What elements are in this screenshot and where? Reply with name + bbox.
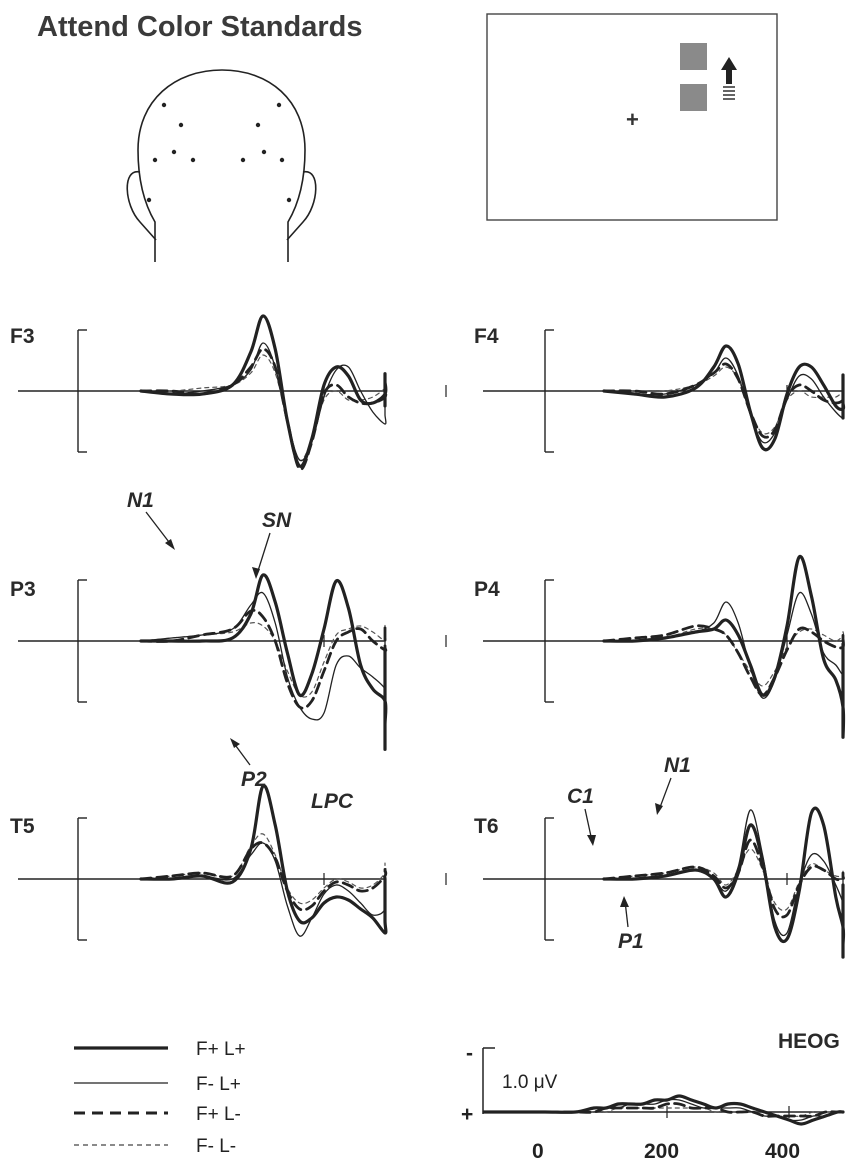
channel-label-p3: P3 — [10, 578, 36, 601]
waveform-p3-0 — [139, 573, 388, 751]
annotation-arrow — [256, 532, 271, 575]
annotation-arrow — [658, 777, 672, 811]
calibration: - + 1.0 μV HEOG — [461, 1030, 840, 1126]
annotation-c1: C1 — [567, 785, 594, 808]
channel-label-f4: F4 — [474, 325, 499, 348]
stimulus-display: + — [486, 13, 778, 221]
upward-arrow-icon — [721, 57, 737, 100]
x-axis-ticks: 0 200 400 — [532, 1140, 800, 1161]
calibration-label: 1.0 μV — [502, 1072, 558, 1093]
waveform-t5-2 — [139, 841, 388, 912]
waveform-p4-2 — [602, 624, 845, 697]
annotation-sn: SN — [262, 509, 292, 532]
annotation-p2: P2 — [241, 768, 267, 791]
waveform-t6-0 — [602, 806, 846, 959]
x-tick-label: 200 — [644, 1140, 679, 1161]
waveform-t5-1 — [140, 842, 387, 937]
annotation-arrowhead — [230, 738, 240, 748]
channel-panel-f4: F4 — [474, 325, 846, 453]
legend-label: F- L+ — [196, 1074, 241, 1095]
waveform-t5-3 — [140, 833, 387, 905]
waveform-f3-3 — [140, 354, 387, 461]
channel-panel-t6: T6 — [474, 806, 846, 959]
waveform-f4-1 — [603, 357, 845, 444]
channel-panel-f3: F3 — [10, 314, 447, 471]
legend-label: F+ L+ — [196, 1039, 246, 1060]
channel-label-f3: F3 — [10, 325, 35, 348]
waveform-p3-3 — [140, 622, 387, 698]
annotation-arrowhead — [655, 803, 663, 815]
figure-title: Attend Color Standards — [37, 11, 362, 43]
waveform-heog-0 — [482, 1094, 845, 1126]
waveform-t5-0 — [139, 784, 388, 935]
annotation-arrowhead — [252, 567, 260, 579]
color-square-top — [680, 43, 707, 70]
waveform-t6-3 — [603, 848, 845, 912]
channel-panel-t5: T5 — [10, 784, 447, 941]
annotation-n1-p3: N1 — [127, 489, 154, 512]
waveform-p4-3 — [603, 627, 845, 687]
channel-panel-p4: P4 — [474, 554, 846, 739]
waveform-t6-2 — [602, 838, 845, 919]
x-tick-label: 0 — [532, 1140, 544, 1161]
channel-label-p4: P4 — [474, 578, 500, 601]
annotation-n1-t6: N1 — [664, 754, 691, 777]
channel-panel-p3: P3 — [10, 573, 447, 751]
waveform-f3-1 — [140, 342, 387, 462]
waveform-f4-2 — [602, 362, 845, 439]
stimulus-frame — [486, 13, 778, 221]
heog-traces — [482, 1094, 845, 1126]
annotation-arrowhead — [165, 539, 175, 550]
waveform-f3-0 — [139, 314, 388, 468]
component-annotations: N1 SN P2 LPC C1 N1 P1 — [127, 489, 691, 953]
head-diagram — [126, 69, 317, 262]
annotation-arrowhead — [620, 896, 629, 907]
annotation-arrow — [145, 511, 173, 547]
polarity-negative: - — [466, 1042, 473, 1065]
channel-panel-heog — [482, 1094, 845, 1126]
channel-panels: F3 F4 P3 P4 T5 T6 — [10, 314, 846, 959]
electrode-dots — [146, 102, 292, 203]
channel-label-t6: T6 — [474, 815, 499, 838]
x-tick-label: 400 — [765, 1140, 800, 1161]
waveform-p4-1 — [603, 591, 845, 699]
annotation-lpc: LPC — [311, 790, 354, 813]
waveform-p4-0 — [602, 554, 846, 739]
channel-label-heog: HEOG — [778, 1030, 840, 1053]
waveform-f4-3 — [603, 366, 845, 435]
color-square-bottom — [680, 84, 707, 111]
waveform-p3-2 — [139, 608, 388, 710]
legend-label: F+ L- — [196, 1104, 241, 1125]
polarity-positive: + — [461, 1103, 473, 1126]
legend-label: F- L- — [196, 1136, 236, 1157]
waveform-f4-0 — [602, 344, 846, 452]
legend: F+ L+ F- L+ F+ L- F- L- — [74, 1039, 246, 1157]
waveform-heog-2 — [482, 1102, 845, 1118]
channel-label-t5: T5 — [10, 815, 35, 838]
annotation-arrowhead — [587, 835, 596, 846]
fixation-cross: + — [626, 107, 639, 132]
annotation-p1: P1 — [618, 930, 644, 953]
